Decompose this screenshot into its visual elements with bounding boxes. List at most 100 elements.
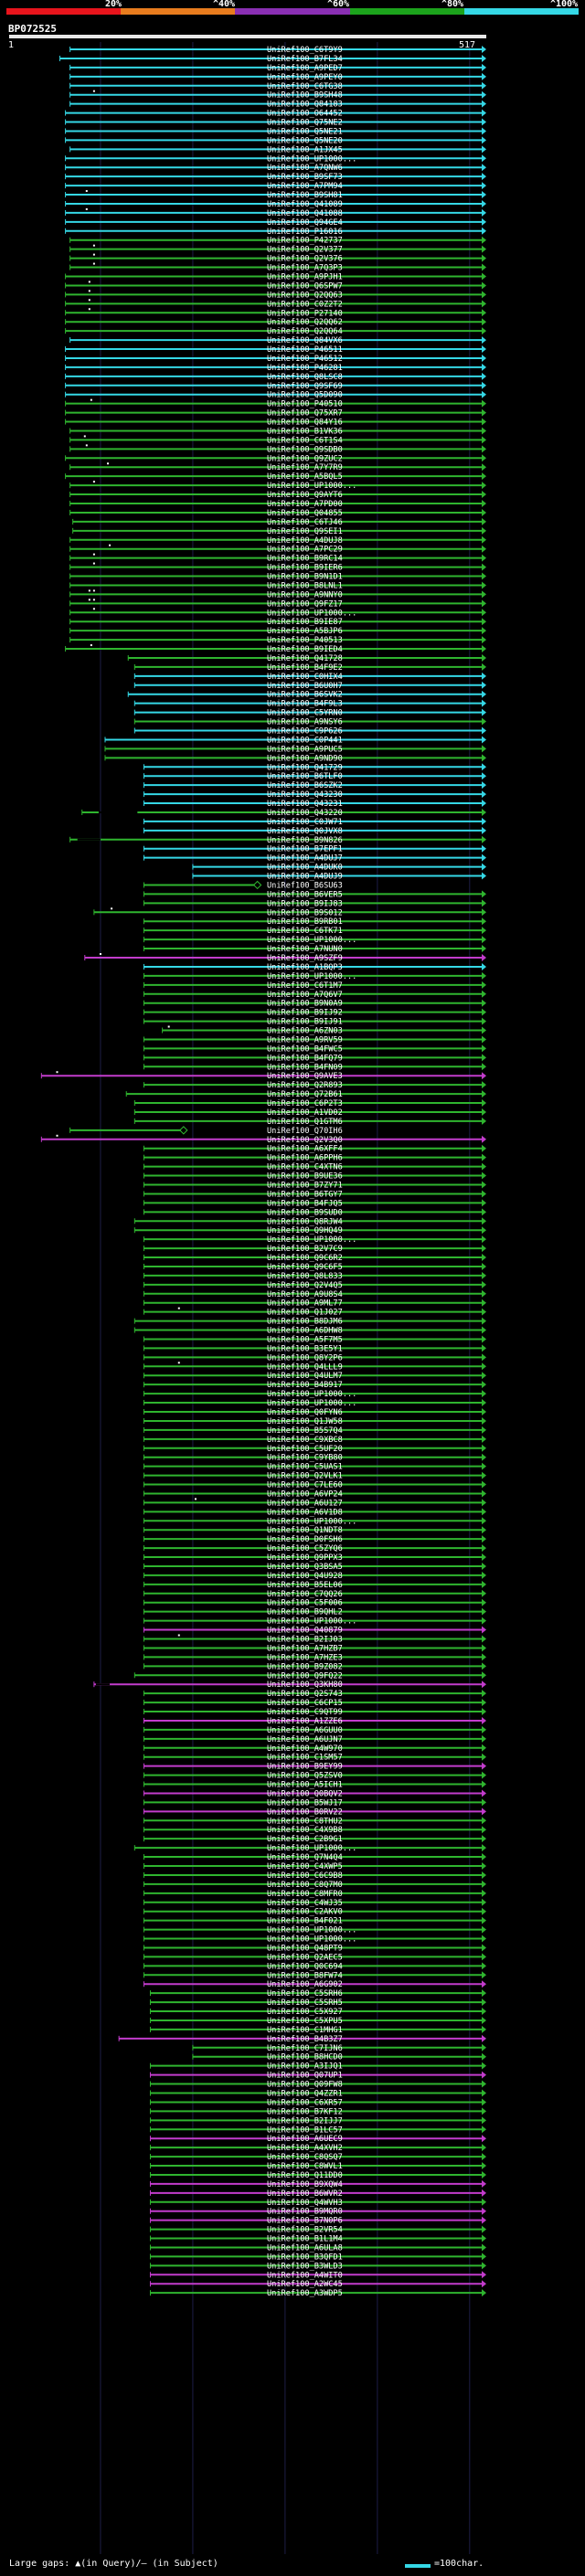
hit-label[interactable]: UniRef100_C5XPU5 bbox=[267, 2017, 343, 2026]
hit-label[interactable]: UniRef100_Q6SPW7 bbox=[267, 281, 343, 291]
hit-label[interactable]: UniRef100_UP1000... bbox=[267, 482, 356, 491]
hit-label[interactable]: UniRef100_B6TGY7 bbox=[267, 1190, 343, 1199]
hit-label[interactable]: UniRef100_A9PEY0 bbox=[267, 73, 343, 82]
hit-label[interactable]: UniRef100_Q2QQ63 bbox=[267, 291, 343, 300]
hit-label[interactable]: UniRef100_A7HZE3 bbox=[267, 1653, 343, 1662]
hit-label[interactable]: UniRef100_Q84VX6 bbox=[267, 336, 343, 345]
hit-label[interactable]: UniRef100_C6T9Y9 bbox=[267, 46, 343, 55]
hit-label[interactable]: UniRef100_B9RB01 bbox=[267, 917, 343, 927]
hit-label[interactable]: UniRef100_A6V1D8 bbox=[267, 1508, 343, 1517]
hit-label[interactable]: UniRef100_B5EL06 bbox=[267, 1581, 343, 1590]
hit-label[interactable]: UniRef100_C8Q7M0 bbox=[267, 1881, 343, 1890]
hit-label[interactable]: UniRef100_UP1000... bbox=[267, 609, 356, 618]
hit-label[interactable]: UniRef100_B9IE87 bbox=[267, 618, 343, 627]
hit-label[interactable]: UniRef100_Q9FZ17 bbox=[267, 599, 343, 609]
hit-label[interactable]: UniRef100_C6TJ46 bbox=[267, 518, 343, 527]
hit-label[interactable]: UniRef100_B5WJ17 bbox=[267, 1798, 343, 1807]
hit-label[interactable]: UniRef100_A9NSY6 bbox=[267, 718, 343, 727]
hit-label[interactable]: UniRef100_C0P441 bbox=[267, 736, 343, 745]
hit-label[interactable]: UniRef100_Q9SDB0 bbox=[267, 445, 343, 454]
hit-label[interactable]: UniRef100_B6U0H7 bbox=[267, 682, 343, 691]
hit-label[interactable]: UniRef100_Q8LSC8 bbox=[267, 373, 343, 382]
hit-label[interactable]: UniRef100_B7KF12 bbox=[267, 2107, 343, 2116]
hit-label[interactable]: UniRef100_B8DJM6 bbox=[267, 1318, 343, 1327]
hit-label[interactable]: UniRef100_B1L1M4 bbox=[267, 2235, 343, 2244]
hit-label[interactable]: UniRef100_Q75XR7 bbox=[267, 409, 343, 419]
hit-label[interactable]: UniRef100_A9PJH1 bbox=[267, 273, 343, 282]
hit-label[interactable]: UniRef100_A2WC45 bbox=[267, 2280, 343, 2289]
hit-label[interactable]: UniRef100_C0HIX4 bbox=[267, 673, 343, 682]
hit-label[interactable]: UniRef100_A6U127 bbox=[267, 1499, 343, 1508]
hit-label[interactable]: UniRef100_B9N826 bbox=[267, 836, 343, 845]
hit-label[interactable]: UniRef100_Q43230 bbox=[267, 790, 343, 800]
hit-label[interactable]: UniRef100_A7PM94 bbox=[267, 182, 343, 191]
hit-label[interactable]: UniRef100_Q48PT9 bbox=[267, 1944, 343, 1953]
hit-label[interactable]: UniRef100_B1VK36 bbox=[267, 427, 343, 436]
hit-label[interactable]: UniRef100_A6VP24 bbox=[267, 1489, 343, 1499]
hit-label[interactable]: UniRef100_A5BQL5 bbox=[267, 472, 343, 482]
hit-label[interactable]: UniRef100_B8LNL1 bbox=[267, 581, 343, 590]
hit-label[interactable]: UniRef100_C5YRN0 bbox=[267, 709, 343, 718]
hit-label[interactable]: UniRef100_B6SZK2 bbox=[267, 781, 343, 790]
hit-label[interactable]: UniRef100_UP1000... bbox=[267, 1935, 356, 1945]
hit-label[interactable]: UniRef100_Q7N4Q4 bbox=[267, 1853, 343, 1862]
hit-label[interactable]: UniRef100_B4FQ79 bbox=[267, 1054, 343, 1063]
hit-label[interactable]: UniRef100_P46512 bbox=[267, 355, 343, 364]
hit-label[interactable]: UniRef100_C5SRH5 bbox=[267, 1998, 343, 2008]
hit-label[interactable]: UniRef100_C2AKV0 bbox=[267, 1908, 343, 1917]
hit-label[interactable]: UniRef100_A9PED7 bbox=[267, 64, 343, 73]
hit-label[interactable]: UniRef100_B7FL34 bbox=[267, 55, 343, 64]
hit-label[interactable]: UniRef100_B9N0A9 bbox=[267, 1000, 343, 1009]
hit-label[interactable]: UniRef100_C0JW71 bbox=[267, 818, 343, 827]
hit-label[interactable]: UniRef100_UP1000... bbox=[267, 154, 356, 164]
hit-label[interactable]: UniRef100_C7QQ26 bbox=[267, 1590, 343, 1599]
hit-label[interactable]: UniRef100_Q9SEI1 bbox=[267, 527, 343, 536]
hit-label[interactable]: UniRef100_A3IJQ1 bbox=[267, 2062, 343, 2072]
hit-label[interactable]: UniRef100_C6T1M7 bbox=[267, 981, 343, 991]
hit-label[interactable]: UniRef100_A9U8S4 bbox=[267, 1290, 343, 1299]
hit-label[interactable]: UniRef100_Q3BSA5 bbox=[267, 1563, 343, 1572]
hit-label[interactable]: UniRef100_B6SVK2 bbox=[267, 691, 343, 700]
hit-label[interactable]: UniRef100_O64452 bbox=[267, 110, 343, 119]
hit-label[interactable]: UniRef100_Q9PPX3 bbox=[267, 1553, 343, 1563]
hit-label[interactable]: UniRef100_A7Q6V7 bbox=[267, 991, 343, 1000]
hit-label[interactable]: UniRef100_Q4ZZR1 bbox=[267, 2090, 343, 2099]
hit-label[interactable]: UniRef100_B4B917 bbox=[267, 1381, 343, 1390]
hit-label[interactable]: UniRef100_C5UAS1 bbox=[267, 1463, 343, 1472]
hit-label[interactable]: UniRef100_Q70IH6 bbox=[267, 1127, 343, 1136]
hit-label[interactable]: UniRef100_C6XR57 bbox=[267, 2098, 343, 2107]
hit-label[interactable]: UniRef100_A6PPH6 bbox=[267, 1154, 343, 1163]
hit-label[interactable]: UniRef100_C5X927 bbox=[267, 2008, 343, 2017]
hit-label[interactable]: UniRef100_C8QSQ7 bbox=[267, 2153, 343, 2162]
hit-label[interactable]: UniRef100_UP1000... bbox=[267, 1617, 356, 1627]
hit-label[interactable]: UniRef100_B2IJJ7 bbox=[267, 2116, 343, 2125]
hit-label[interactable]: UniRef100_UP1000... bbox=[267, 1235, 356, 1245]
hit-label[interactable]: UniRef100_Q4ULM7 bbox=[267, 1372, 343, 1381]
hit-label[interactable]: UniRef100_Q09FW8 bbox=[267, 2081, 343, 2090]
hit-label[interactable]: UniRef100_Q8L833 bbox=[267, 1272, 343, 1281]
hit-label[interactable]: UniRef100_A4DUJ8 bbox=[267, 536, 343, 546]
hit-label[interactable]: UniRef100_C7LE60 bbox=[267, 1481, 343, 1490]
hit-label[interactable]: UniRef100_B9IJ91 bbox=[267, 1018, 343, 1027]
hit-label[interactable]: UniRef100_B9SF73 bbox=[267, 173, 343, 182]
hit-label[interactable]: UniRef100_B4FJQ5 bbox=[267, 1199, 343, 1208]
hit-label[interactable]: UniRef100_C8MFR0 bbox=[267, 1890, 343, 1899]
hit-label[interactable]: UniRef100_Q41088 bbox=[267, 209, 343, 218]
hit-label[interactable]: UniRef100_A4DUK0 bbox=[267, 864, 343, 873]
hit-label[interactable]: UniRef100_Q5ZSV0 bbox=[267, 1772, 343, 1781]
hit-label[interactable]: UniRef100_C4WJ35 bbox=[267, 1899, 343, 1908]
hit-label[interactable]: UniRef100_A1ZZE6 bbox=[267, 1717, 343, 1726]
hit-label[interactable]: UniRef100_B9Z082 bbox=[267, 1662, 343, 1671]
hit-label[interactable]: UniRef100_C6TG38 bbox=[267, 82, 343, 91]
hit-label[interactable]: UniRef100_B9UE36 bbox=[267, 1172, 343, 1182]
hit-label[interactable]: UniRef100_Q41729 bbox=[267, 763, 343, 772]
hit-label[interactable]: UniRef100_A4DUJ7 bbox=[267, 854, 343, 864]
hit-label[interactable]: UniRef100_Q1J027 bbox=[267, 1309, 343, 1318]
hit-label[interactable]: UniRef100_B2VR54 bbox=[267, 2226, 343, 2235]
hit-label[interactable]: UniRef100_P16016 bbox=[267, 228, 343, 237]
hit-label[interactable]: UniRef100_B2IJ03 bbox=[267, 1636, 343, 1645]
hit-label[interactable]: UniRef100_Q2V377 bbox=[267, 246, 343, 255]
hit-label[interactable]: UniRef100_A6ZN03 bbox=[267, 1027, 343, 1036]
hit-label[interactable]: UniRef100_UP1000... bbox=[267, 1844, 356, 1853]
hit-label[interactable]: UniRef100_C1SM57 bbox=[267, 1754, 343, 1763]
